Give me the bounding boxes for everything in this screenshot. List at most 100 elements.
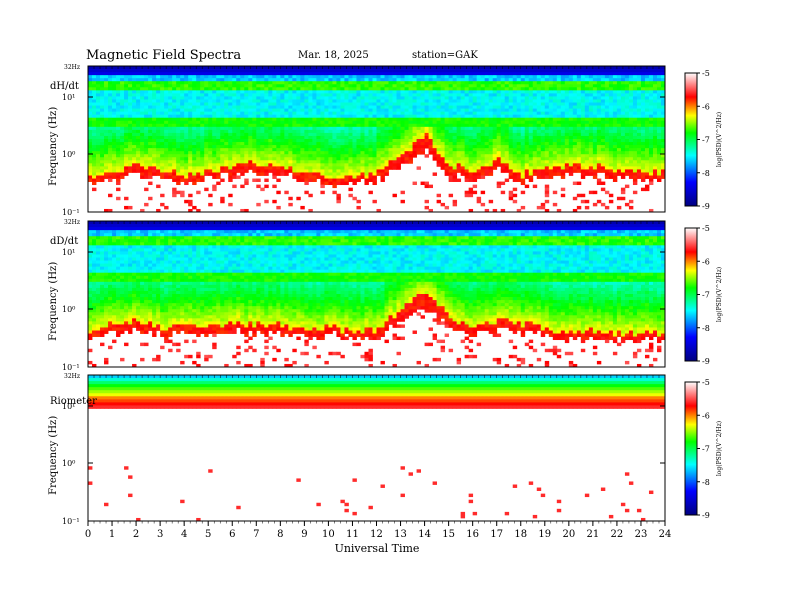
heatmap-cell: [512, 84, 518, 88]
heatmap-cell: [524, 69, 530, 73]
heatmap-cell: [312, 175, 317, 179]
heatmap-cell: [508, 190, 514, 195]
heatmap-cell: [148, 120, 153, 125]
heatmap-cell: [560, 129, 566, 134]
heatmap-cell: [128, 120, 133, 125]
heatmap-cell: [204, 108, 209, 113]
heatmap-cell: [524, 154, 530, 158]
heatmap-cell: [596, 84, 602, 88]
heatmap-cell: [108, 75, 113, 79]
heatmap-cell: [164, 93, 169, 97]
heatmap-cell: [192, 114, 197, 119]
heatmap-cell: [464, 154, 470, 158]
heatmap-cell: [276, 66, 281, 70]
heatmap-cell: [500, 142, 506, 146]
heatmap-cell: [392, 135, 397, 140]
heatmap-cell: [500, 163, 506, 167]
heatmap-cell: [160, 175, 165, 179]
heatmap-cell: [132, 157, 137, 161]
heatmap-cell: [500, 99, 506, 103]
heatmap-cell: [200, 148, 205, 152]
heatmap-cell: [328, 145, 333, 149]
heatmap-cell: [108, 81, 113, 85]
heatmap-cell: [528, 84, 534, 88]
heatmap-cell: [108, 117, 113, 122]
heatmap-cell: [480, 114, 486, 119]
heatmap-cell: [88, 66, 93, 70]
heatmap-cell: [168, 72, 173, 76]
heatmap-cell: [240, 105, 245, 109]
heatmap-cell: [408, 69, 413, 73]
heatmap-cell: [372, 90, 377, 94]
heatmap-cell: [568, 129, 574, 134]
heatmap-cell: [240, 135, 245, 140]
heatmap-cell: [552, 99, 558, 103]
heatmap-cell: [276, 154, 281, 158]
heatmap-cell: [568, 169, 574, 173]
heatmap-cell: [572, 139, 578, 143]
heatmap-cell: [416, 90, 421, 94]
heatmap-cell: [592, 142, 598, 146]
heatmap-cell: [180, 172, 185, 176]
heatmap-cell: [480, 81, 486, 85]
heatmap-cell: [320, 111, 325, 116]
heatmap-cell: [584, 123, 590, 128]
heatmap-cell: [108, 102, 113, 106]
heatmap-cell: [388, 117, 393, 122]
heatmap-cell: [148, 126, 153, 131]
heatmap-cell: [376, 120, 381, 125]
heatmap-cell: [140, 99, 145, 103]
heatmap-cell: [424, 90, 429, 94]
heatmap-cell: [484, 139, 490, 143]
heatmap-cell: [432, 75, 438, 79]
heatmap-cell: [468, 108, 474, 113]
heatmap-cell: [312, 135, 317, 140]
heatmap-cell: [352, 178, 357, 182]
heatmap-cell: [488, 72, 494, 76]
heatmap-cell: [212, 111, 217, 116]
heatmap-cell: [396, 126, 401, 131]
heatmap-cell: [104, 139, 109, 143]
heatmap-cell: [168, 120, 173, 125]
heatmap-cell: [268, 169, 273, 173]
heatmap-cell: [412, 87, 417, 91]
heatmap-cell: [136, 151, 141, 155]
heatmap-cell: [128, 117, 133, 122]
heatmap-cell: [416, 135, 421, 140]
heatmap-cell: [436, 87, 442, 91]
heatmap-cell: [348, 193, 353, 198]
heatmap-cell: [456, 166, 462, 170]
heatmap-cell: [500, 132, 506, 137]
heatmap-cell: [236, 81, 241, 85]
heatmap-cell: [416, 99, 421, 103]
heatmap-cell: [140, 72, 145, 76]
heatmap-cell: [348, 187, 353, 192]
heatmap-cell: [268, 123, 273, 128]
heatmap-cell: [308, 102, 313, 106]
heatmap-cell: [260, 160, 265, 164]
heatmap-cell: [204, 90, 209, 94]
heatmap-cell: [176, 142, 181, 146]
heatmap-cell: [216, 75, 221, 79]
heatmap-cell: [584, 145, 590, 149]
heatmap-cell: [132, 108, 137, 113]
heatmap-cell: [448, 114, 454, 119]
heatmap-cell: [184, 199, 189, 204]
heatmap-cell: [580, 99, 586, 103]
heatmap-cell: [128, 132, 133, 137]
heatmap-cell: [360, 172, 365, 176]
heatmap-cell: [492, 166, 498, 170]
heatmap-cell: [272, 114, 277, 119]
heatmap-cell: [240, 78, 245, 82]
heatmap-cell: [176, 132, 181, 137]
heatmap-cell: [328, 117, 333, 122]
heatmap-cell: [480, 169, 486, 173]
heatmap-cell: [520, 114, 526, 119]
heatmap-cell: [448, 123, 454, 128]
heatmap-cell: [200, 69, 205, 73]
heatmap-cell: [116, 99, 121, 103]
heatmap-cell: [100, 78, 105, 82]
heatmap-cell: [576, 154, 582, 158]
heatmap-cell: [612, 142, 618, 146]
heatmap-cell: [580, 135, 586, 140]
